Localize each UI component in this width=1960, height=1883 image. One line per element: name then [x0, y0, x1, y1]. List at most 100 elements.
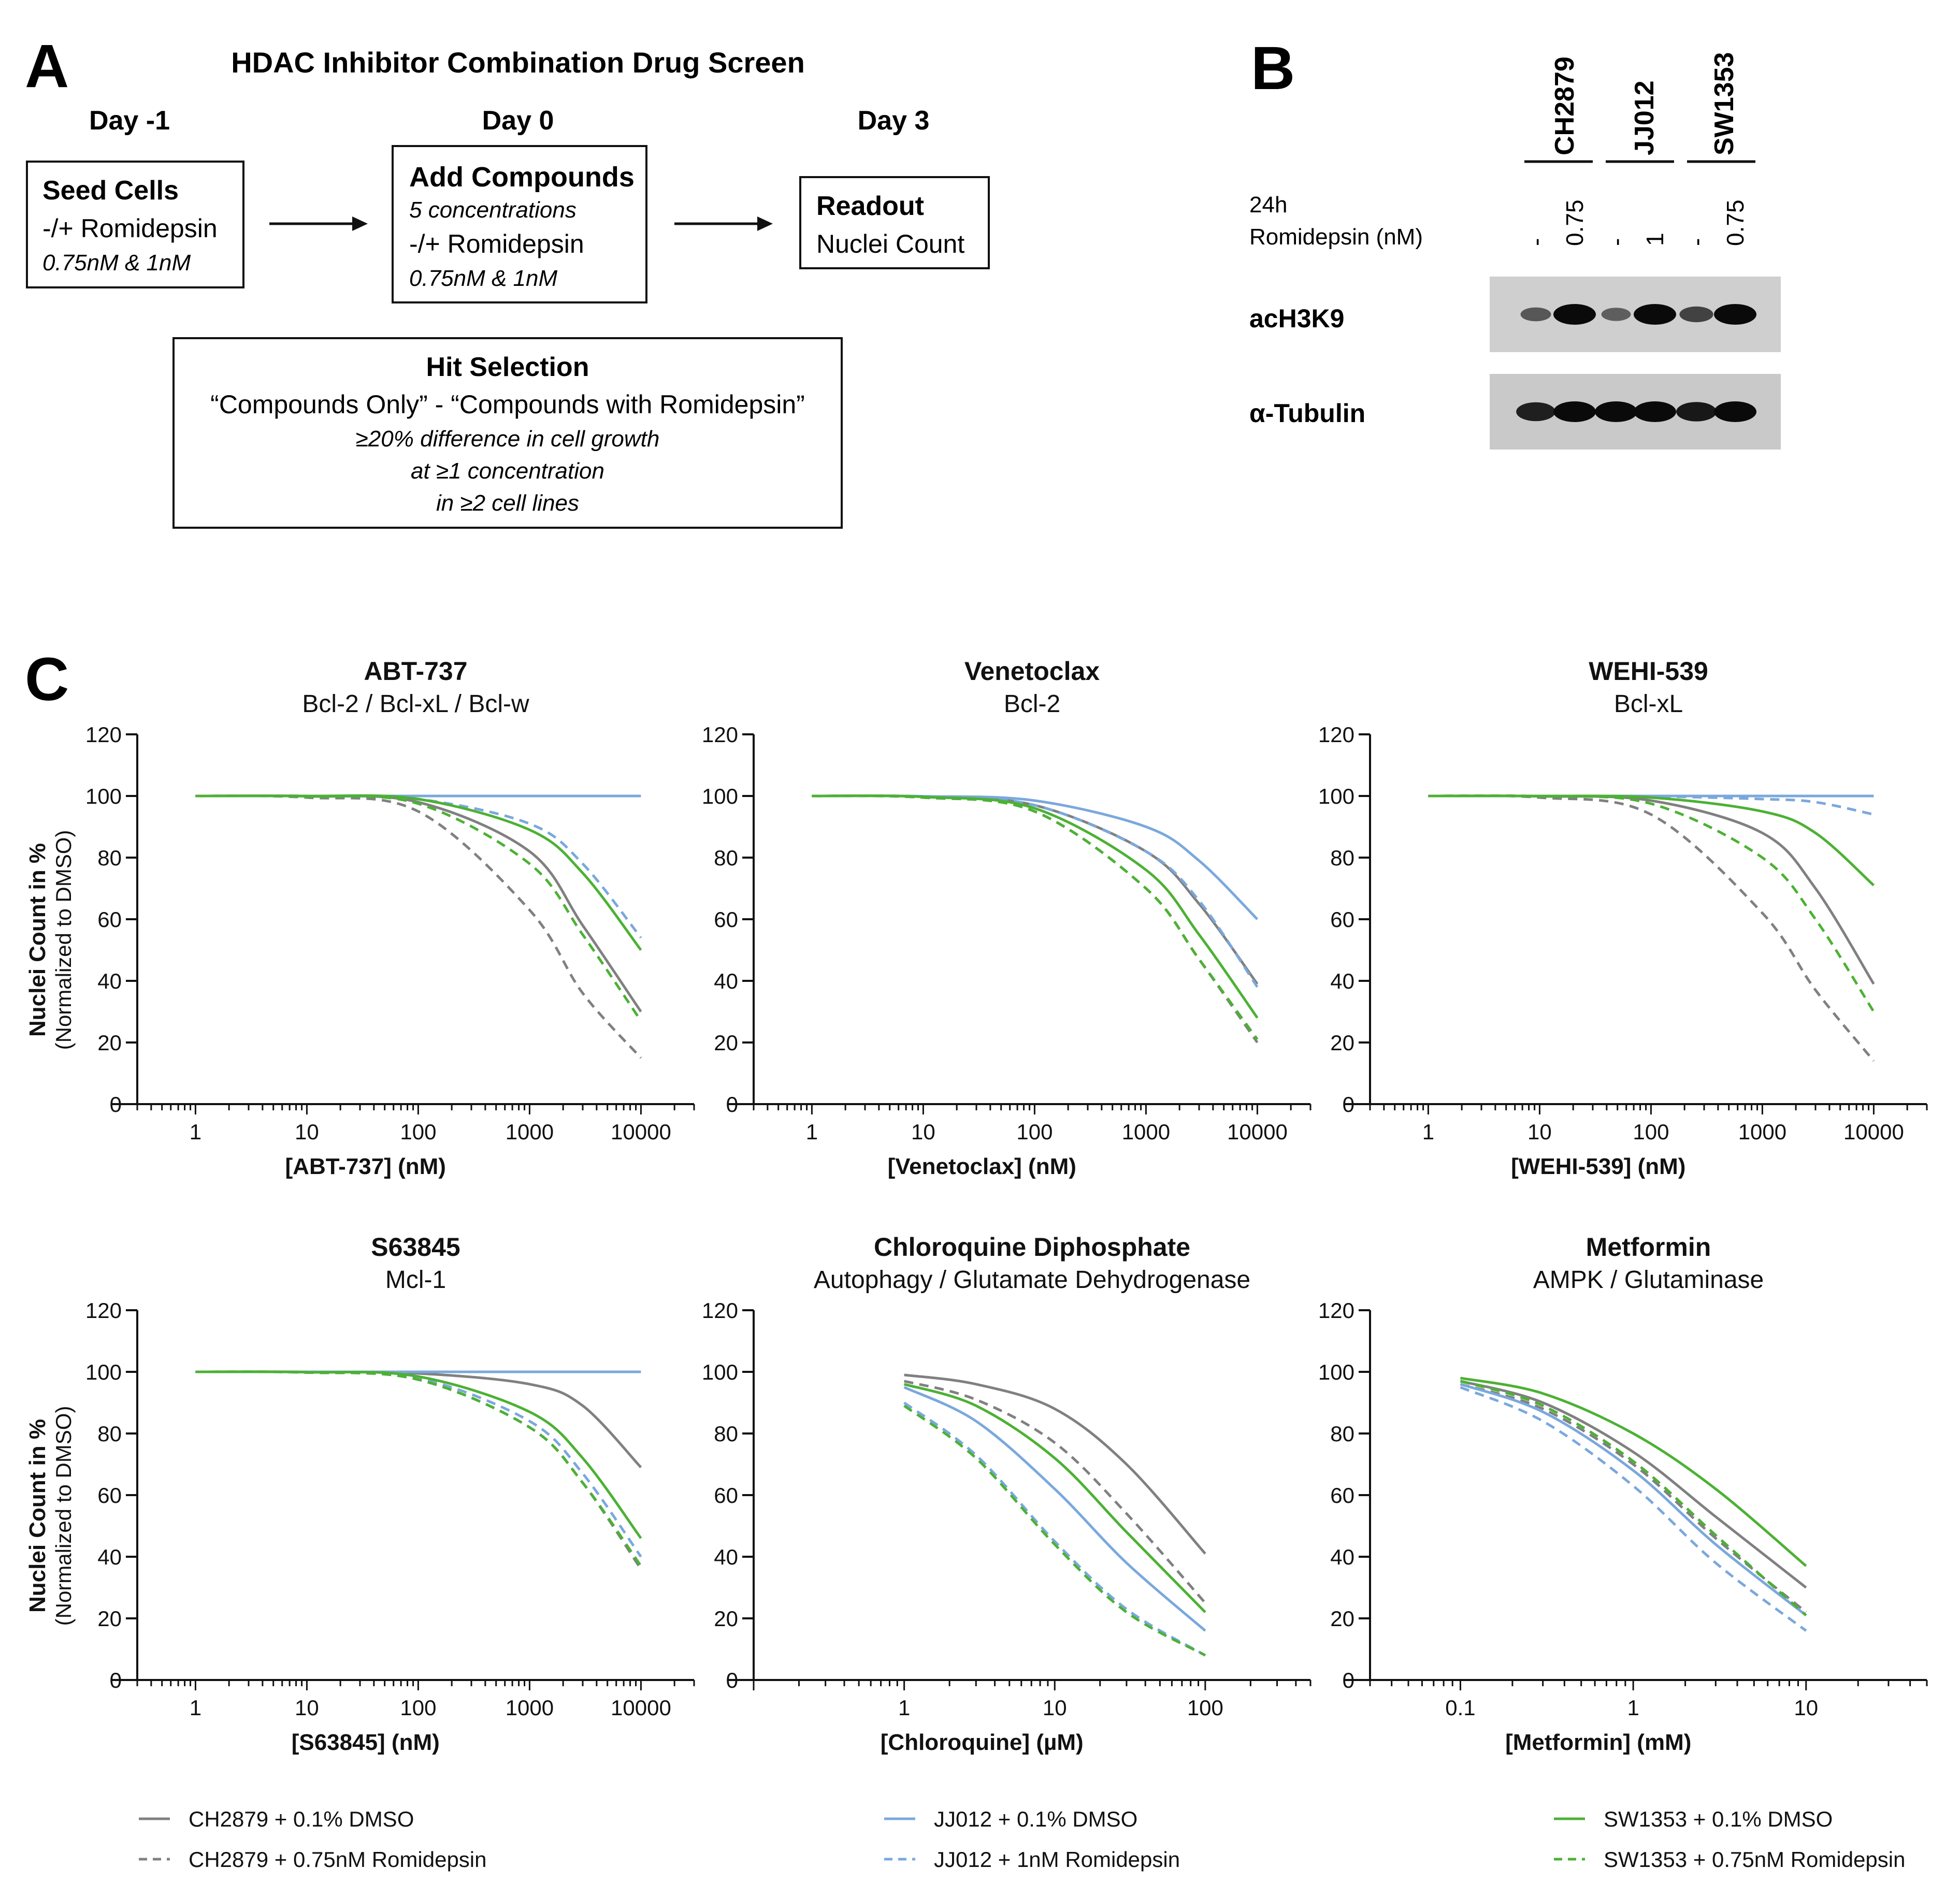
add-compounds-line-3: 0.75nM & 1nM [409, 266, 557, 291]
y-tick-label: 100 [85, 1360, 122, 1384]
condition-label-1: 24h [1249, 192, 1287, 218]
chart-6: Metformin AMPK / Glutaminase 0 20 40 60 80 100 1… [1318, 1233, 1928, 1755]
x-axis-label: [WEHI-539] (nM) [1511, 1154, 1685, 1179]
hit-criterion-1: ≥20% difference in cell growth [356, 426, 660, 452]
x-axis-label: [Chloroquine] (µM) [881, 1730, 1084, 1755]
arrow-head-2 [757, 216, 773, 231]
day-label-1: Day -1 [89, 106, 170, 136]
y-tick-label: 100 [1318, 784, 1354, 808]
cell-line-label-2: JJ012 [1630, 80, 1660, 155]
blot-band [1595, 401, 1637, 422]
y-tick-label: 60 [714, 907, 738, 932]
y-tick-label: 100 [702, 1360, 738, 1384]
y-tick-label: 20 [714, 1031, 738, 1055]
lane-label: - [1683, 238, 1710, 246]
y-tick-label: 80 [97, 1422, 122, 1446]
series-line [812, 794, 1259, 1019]
y-axis-label: Nuclei Count in % [25, 1419, 50, 1613]
series-line [903, 1380, 1206, 1604]
series-line [904, 1373, 1206, 1555]
y-tick-label: 120 [85, 722, 122, 747]
panel-c-letter: C [25, 645, 69, 714]
x-axis-label: [Venetoclax] (nM) [888, 1154, 1076, 1179]
legend-label: JJ012 + 1nM Romidepsin [934, 1847, 1180, 1872]
blot-band [1520, 307, 1551, 322]
readout-title: Readout [816, 191, 924, 221]
x-tick-label: 100 [400, 1120, 436, 1144]
blot-band [1714, 304, 1756, 325]
x-tick-label: 100 [1016, 1120, 1053, 1144]
hit-selection-box [172, 337, 843, 529]
blot-label-tubulin: α-Tubulin [1249, 399, 1365, 428]
day-label-3: Day 3 [858, 106, 930, 136]
legend-label: SW1353 + 0.75nM Romidepsin [1604, 1847, 1905, 1872]
y-tick-label: 80 [714, 846, 738, 870]
legend-label: CH2879 + 0.1% DMSO [189, 1807, 414, 1831]
blot-band [1516, 402, 1555, 422]
y-tick-label: 20 [1330, 1031, 1354, 1055]
y-tick-label: 80 [1330, 1422, 1354, 1446]
series-line [195, 794, 642, 939]
chart-title: WEHI-539 [1589, 657, 1708, 686]
x-tick-label: 100 [1187, 1696, 1223, 1720]
y-tick-label: 120 [1318, 722, 1354, 747]
hit-selection-title: Hit Selection [426, 352, 589, 382]
x-tick-label: 1 [190, 1696, 201, 1720]
x-tick-label: 1000 [506, 1696, 554, 1720]
series-line [1460, 1383, 1807, 1617]
x-tick-label: 10 [1527, 1120, 1552, 1144]
series-line [195, 1370, 642, 1567]
chart-subtitle: Bcl-2 / Bcl-xL / Bcl-w [302, 690, 529, 718]
blot-bands [1516, 304, 1756, 422]
y-tick-label: 0 [726, 1668, 738, 1692]
panel-c: C ABT-737 Bcl-2 / Bcl-xL / Bcl-w 0 20 40 60 80… [25, 645, 1928, 1755]
series-line [812, 794, 1259, 988]
add-compounds-title: Add Compounds [409, 162, 635, 193]
x-tick-label: 10000 [1843, 1120, 1904, 1144]
y-tick-label: 20 [1330, 1606, 1354, 1631]
panel-a-title: HDAC Inhibitor Combination Drug Screen [231, 46, 805, 79]
series-line [903, 1383, 1206, 1613]
legend-label: CH2879 + 0.75nM Romidepsin [189, 1847, 487, 1872]
lane-label: - [1603, 238, 1630, 246]
y-tick-label: 20 [97, 1031, 122, 1055]
y-tick-label: 40 [714, 969, 738, 993]
series-line [812, 794, 1259, 1040]
lane-label: 0.75 [1561, 199, 1588, 246]
blot-band [1634, 401, 1676, 422]
legend-label: JJ012 + 0.1% DMSO [934, 1807, 1137, 1831]
cell-line-label-3: SW1353 [1709, 52, 1739, 155]
blot-band [1553, 401, 1596, 422]
blot-label-ach3k9: acH3K9 [1249, 304, 1344, 333]
chart-title: Chloroquine Diphosphate [874, 1233, 1190, 1262]
chart-title: Metformin [1586, 1233, 1711, 1262]
y-tick-label: 40 [714, 1545, 738, 1569]
series-line [1460, 1380, 1807, 1589]
series-line [1460, 1386, 1807, 1632]
x-tick-label: 1000 [1122, 1120, 1170, 1144]
y-tick-label: 0 [110, 1092, 122, 1117]
x-tick-label: 100 [400, 1696, 436, 1720]
condition-label-2: Romidepsin (nM) [1249, 224, 1423, 250]
x-tick-label: 10 [295, 1120, 319, 1144]
series-line [195, 1370, 642, 1539]
y-tick-label: 120 [702, 1298, 738, 1323]
add-compounds-box [392, 145, 647, 303]
blot-band [1601, 308, 1631, 321]
y-tick-label: 100 [702, 784, 738, 808]
blot-band [1676, 402, 1717, 422]
y-tick-label: 100 [1318, 1360, 1354, 1384]
series-line [195, 794, 642, 1022]
day-label-2: Day 0 [482, 106, 554, 136]
series-line [1428, 794, 1875, 1062]
series-line [1428, 794, 1875, 985]
series-line [195, 794, 642, 951]
series-line [1460, 1383, 1807, 1614]
x-tick-label: 1 [1627, 1696, 1639, 1720]
y-tick-label: 60 [97, 1483, 122, 1508]
y-tick-label: 0 [726, 1092, 738, 1117]
hit-criterion-3: in ≥2 cell lines [436, 490, 579, 516]
